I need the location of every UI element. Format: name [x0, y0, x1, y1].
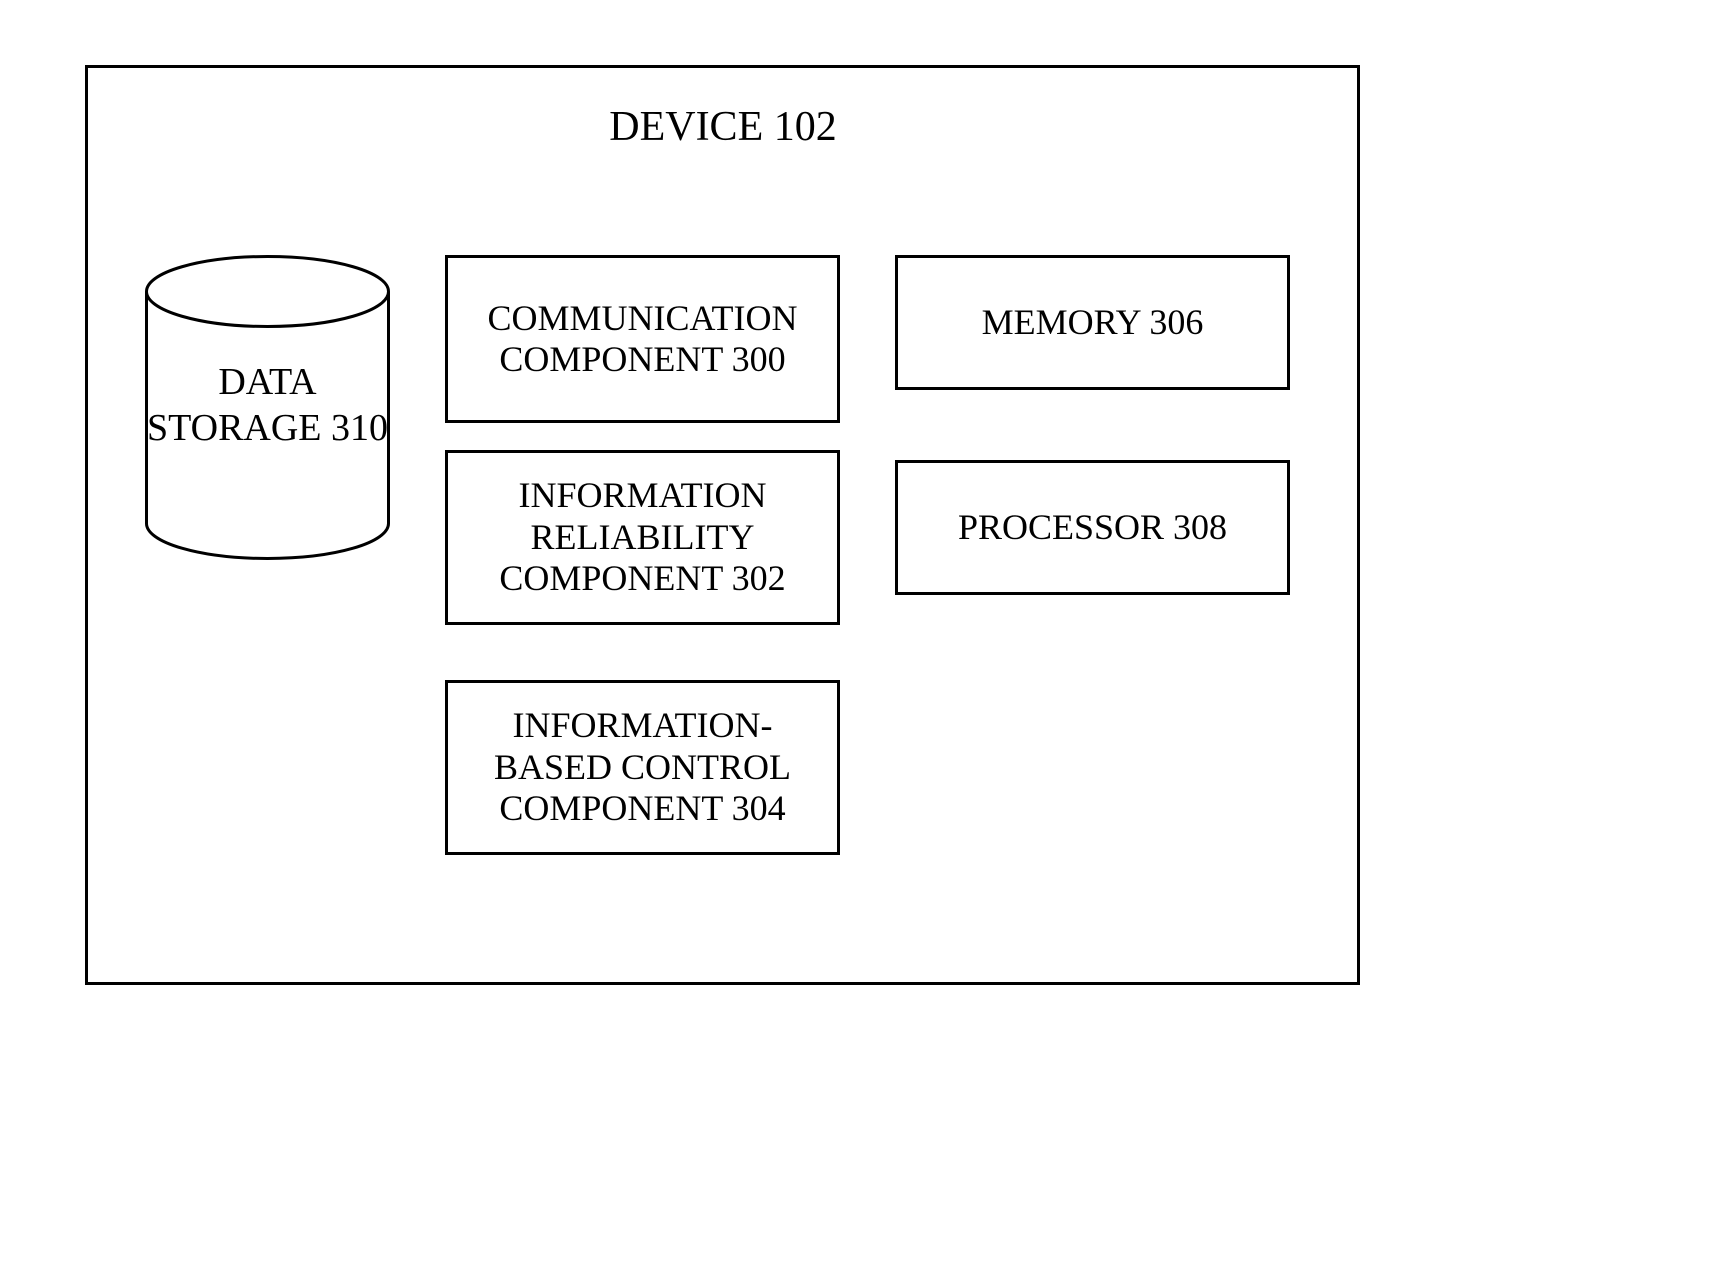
component-label: MEMORY 306 [982, 302, 1204, 343]
data-storage-cylinder: DATA STORAGE 310 [145, 255, 390, 560]
component-label: PROCESSOR 308 [958, 507, 1227, 548]
component-box-communication: COMMUNICATION COMPONENT 300 [445, 255, 840, 423]
component-label: COMMUNICATION COMPONENT 300 [458, 298, 827, 381]
component-box-info-reliability: INFORMATION RELIABILITY COMPONENT 302 [445, 450, 840, 625]
device-title: DEVICE 102 [563, 103, 883, 151]
component-label: INFORMATION RELIABILITY COMPONENT 302 [458, 475, 827, 599]
component-box-processor: PROCESSOR 308 [895, 460, 1290, 595]
data-storage-label: DATA STORAGE 310 [145, 360, 390, 451]
component-box-info-control: INFORMATION-BASED CONTROL COMPONENT 304 [445, 680, 840, 855]
component-label: INFORMATION-BASED CONTROL COMPONENT 304 [458, 705, 827, 829]
component-box-memory: MEMORY 306 [895, 255, 1290, 390]
